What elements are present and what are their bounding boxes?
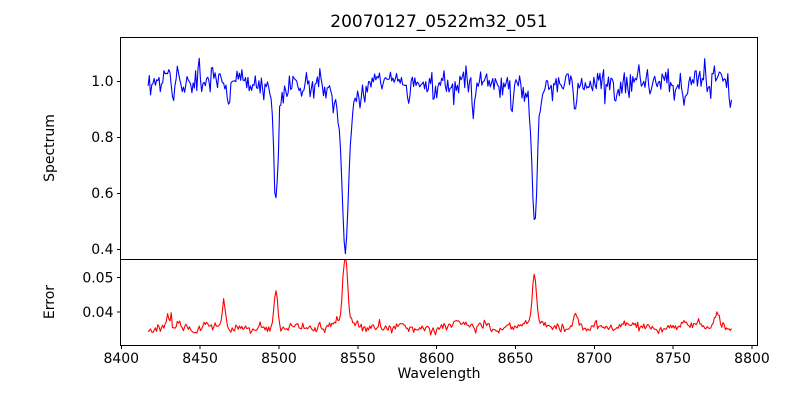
y-tick-label: 1.0 xyxy=(91,74,113,90)
x-tick-label: 8800 xyxy=(734,351,770,367)
x-tick-label: 8750 xyxy=(655,351,691,367)
y-tick-label: 0.05 xyxy=(82,270,113,286)
error-axes-frame xyxy=(120,259,758,346)
y-tick-label: 0.04 xyxy=(82,305,113,321)
x-tick-label: 8550 xyxy=(340,351,376,367)
x-tick-label: 8600 xyxy=(419,351,455,367)
y-tick-label: 0.4 xyxy=(91,242,113,258)
spectrum-axes-frame xyxy=(120,37,758,260)
error-line xyxy=(147,259,732,336)
x-tick-label: 8650 xyxy=(498,351,534,367)
spectrum-line xyxy=(147,57,733,255)
x-tick-label: 8450 xyxy=(182,351,218,367)
chart-title: 20070127_0522m32_051 xyxy=(330,12,548,32)
y-tick-label: 0.6 xyxy=(91,186,113,202)
x-tick-label: 8400 xyxy=(103,351,139,367)
x-tick-label: 8700 xyxy=(576,351,612,367)
x-axis-label: Wavelength xyxy=(397,366,481,382)
y-tick-label: 0.8 xyxy=(91,130,113,146)
x-tick-label: 8500 xyxy=(261,351,297,367)
